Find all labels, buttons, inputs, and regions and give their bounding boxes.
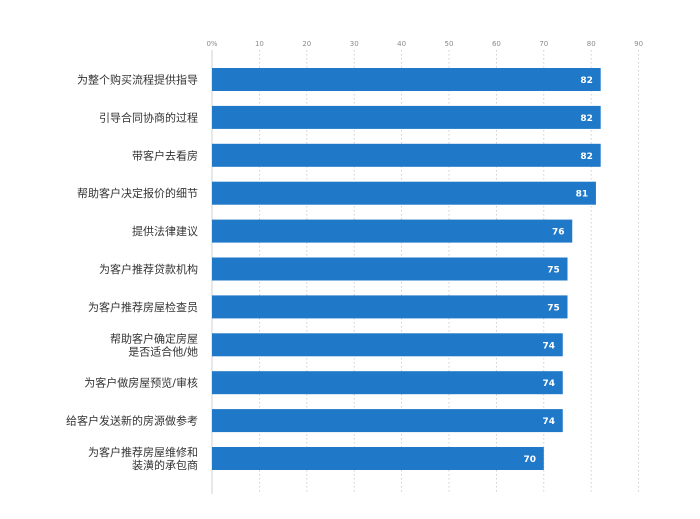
bar	[212, 333, 563, 357]
x-tick-label: 30	[350, 40, 359, 48]
x-tick-label: 40	[397, 40, 406, 48]
bar	[212, 143, 601, 167]
x-tick-label: 0%	[206, 40, 217, 48]
x-tick-label: 60	[492, 40, 501, 48]
x-tick-label: 50	[445, 40, 454, 48]
bar	[212, 181, 596, 205]
bar-value-label: 74	[542, 379, 555, 389]
category-label: 为客户推荐房屋维修和	[88, 445, 198, 459]
x-tick-label: 20	[302, 40, 311, 48]
category-label: 为客户推荐贷款机构	[99, 262, 198, 276]
bar	[212, 409, 563, 433]
bar-value-label: 74	[542, 417, 555, 427]
bar-value-label: 70	[524, 455, 537, 465]
bar	[212, 105, 601, 129]
bar-value-label: 76	[552, 228, 565, 238]
bar-value-label: 82	[580, 76, 593, 86]
bar	[212, 447, 544, 470]
category-label: 提供法律建议	[132, 224, 198, 238]
x-axis-ticks: 0% 10 20 30 40 50 60 70 80 90	[206, 40, 643, 48]
category-label: 帮助客户决定报价的细节	[77, 186, 198, 200]
x-tick-label: 90	[634, 40, 643, 48]
category-label: 引导合同协商的过程	[99, 110, 198, 124]
category-label: 是否适合他/她	[128, 344, 198, 358]
category-labels: 为整个购买流程提供指导引导合同协商的过程带客户去看房帮助客户决定报价的细节提供法…	[66, 73, 198, 473]
bar	[212, 371, 563, 395]
category-label: 带客户去看房	[132, 148, 198, 162]
bar	[212, 295, 568, 319]
category-label: 装潢的承包商	[132, 458, 198, 472]
bar	[212, 219, 573, 243]
category-label: 为客户做房屋预览/审核	[84, 376, 198, 390]
bars: 82 82 82 81 76 75 75 74 74 74 70	[212, 68, 601, 470]
bar	[212, 257, 568, 281]
bar-value-label: 82	[580, 152, 593, 162]
bar-value-label: 74	[542, 341, 555, 351]
category-label: 为客户推荐房屋检查员	[88, 300, 198, 314]
x-tick-label: 80	[587, 40, 596, 48]
bar-value-label: 81	[576, 190, 589, 200]
bar-value-label: 82	[580, 114, 593, 124]
x-tick-label: 10	[255, 40, 264, 48]
bar-value-label: 75	[547, 266, 560, 276]
category-label: 为整个购买流程提供指导	[77, 73, 198, 87]
x-tick-label: 70	[539, 40, 548, 48]
category-label: 帮助客户确定房屋	[110, 331, 198, 345]
category-label: 给客户发送新的房源做参考	[66, 414, 198, 428]
bar-value-label: 75	[547, 303, 560, 313]
bar	[212, 68, 601, 91]
